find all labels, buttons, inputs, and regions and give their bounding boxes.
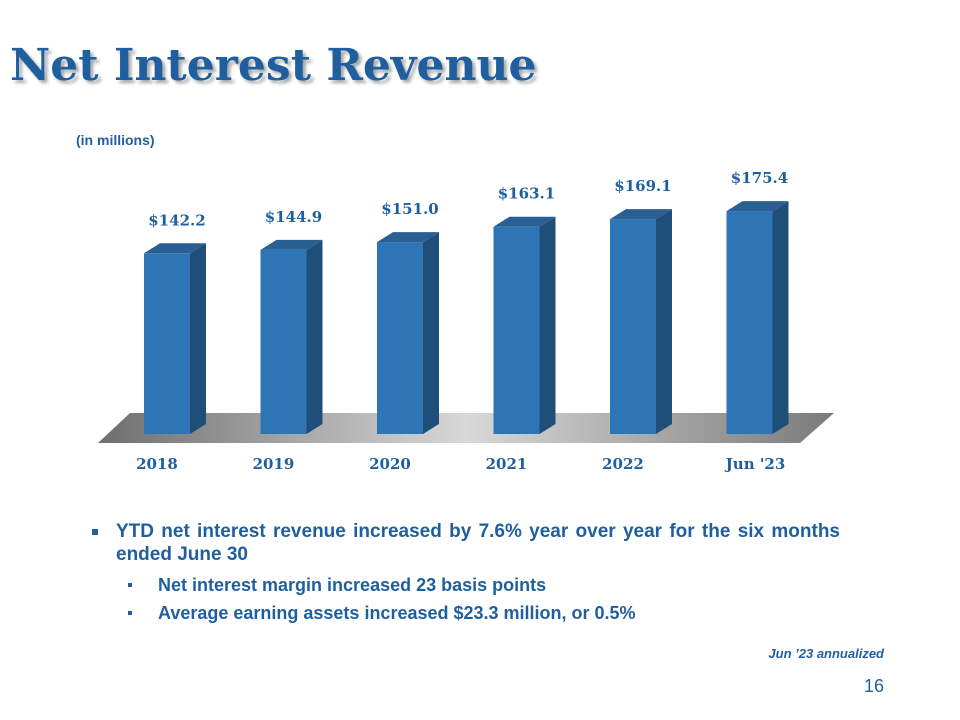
bullet-list: YTD net interest revenue increased by 7.… [90, 520, 840, 624]
chart-floor [98, 413, 834, 443]
bar-top [610, 209, 672, 220]
x-tick-label: 2021 [486, 455, 528, 473]
data-label: $175.4 [731, 169, 788, 187]
sub-bullet-item: Net interest margin increased 23 basis p… [90, 574, 840, 596]
bar-chart: $142.2 $144.9 $151.0 $163.1 $169.1 $175.4 201… [98, 169, 834, 473]
x-tick-label: 2020 [369, 455, 411, 473]
data-label: $144.9 [265, 208, 322, 226]
data-label: $142.2 [148, 211, 205, 229]
bar [610, 209, 672, 434]
bar-side [539, 216, 556, 434]
bar [493, 216, 556, 434]
bullet-text: YTD net interest revenue increased by 7.… [116, 521, 840, 565]
bar-side [306, 239, 323, 434]
bar [144, 243, 206, 434]
bar-top [726, 201, 789, 212]
x-tick-label: 2022 [602, 455, 644, 473]
data-label: $151.0 [381, 200, 438, 218]
sub-bullet-text: Net interest margin increased 23 basis p… [158, 575, 547, 595]
page-number: 16 [863, 676, 884, 696]
data-label: $169.1 [614, 177, 671, 195]
slide-title: Net Interest Revenue [10, 40, 537, 91]
bullet-item: YTD net interest revenue increased by 7.… [90, 520, 840, 566]
bar-side [772, 201, 789, 434]
bar-side [190, 243, 206, 434]
x-tick-label: 2018 [136, 455, 178, 473]
sub-bullet-marker [128, 583, 132, 587]
bullet-marker [92, 529, 98, 535]
bar-front [377, 242, 423, 434]
bar-side [656, 209, 672, 434]
bar-front [610, 219, 656, 434]
bar [260, 239, 323, 434]
bar-top [377, 232, 439, 243]
bar-top [144, 243, 206, 254]
x-tick-label: 2019 [253, 455, 295, 473]
sub-bullet-item: Average earning assets increased $23.3 m… [90, 602, 840, 624]
sub-bullet-text: Average earning assets increased $23.3 m… [158, 603, 636, 623]
units-label: (in millions) [76, 132, 155, 148]
x-tick-label: Jun '23 [724, 455, 786, 473]
bar [377, 232, 439, 434]
bar-side [423, 232, 439, 434]
data-label: $163.1 [498, 185, 555, 203]
bar [726, 201, 789, 434]
bar-top [493, 216, 556, 227]
bar-top [260, 239, 323, 250]
bar-front [726, 211, 773, 434]
bar-front [144, 253, 190, 434]
bar-front [493, 226, 540, 434]
footnote: Jun ’23 annualized [768, 646, 884, 661]
sub-bullet-marker [128, 611, 132, 615]
bar-front [260, 249, 307, 434]
